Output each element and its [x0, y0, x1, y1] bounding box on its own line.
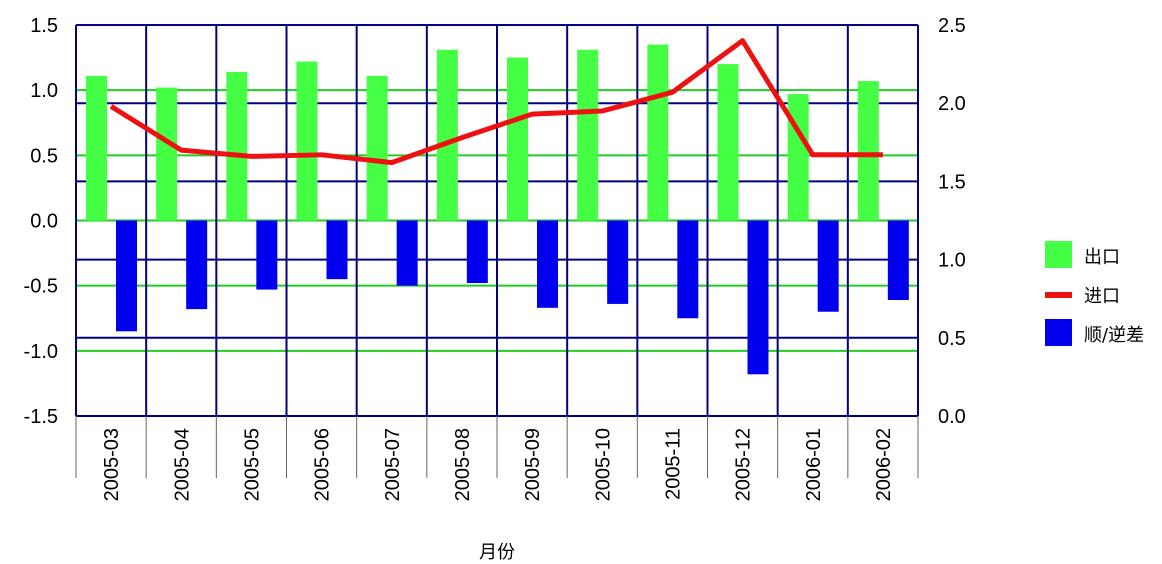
line-import	[109, 38, 883, 166]
y-tick-label-right: 2.0	[938, 93, 966, 115]
legend-swatch-export	[1045, 241, 1072, 268]
bar-balance	[116, 220, 137, 332]
legend-swatch-import	[1045, 292, 1072, 298]
bar-export	[717, 64, 739, 221]
bar-balance	[537, 220, 558, 308]
y-tick-label-left: -1.0	[24, 341, 58, 363]
y-tick-label-right: 0.5	[938, 328, 966, 350]
bar-balance	[186, 220, 208, 310]
y-tick-label-left: -1.5	[24, 406, 58, 428]
bar-export	[507, 57, 528, 221]
x-tick-label: 2005-09	[522, 428, 544, 501]
bar-balance	[887, 220, 909, 301]
y-tick-label-left: 1.0	[30, 80, 58, 102]
y-tick-label-right: 1.5	[938, 171, 966, 193]
bar-export	[366, 75, 388, 221]
x-tick-label: 2005-07	[382, 428, 404, 501]
x-tick-label: 2005-11	[662, 428, 684, 500]
bar-export	[86, 75, 107, 221]
x-tick-label: 2005-12	[733, 428, 755, 501]
bar-export	[647, 44, 669, 221]
x-tick-label: 2005-05	[241, 428, 263, 501]
y-tick-label-right: 1.0	[938, 250, 966, 272]
bar-export	[226, 71, 248, 221]
bar-balance	[607, 220, 629, 304]
bar-export	[156, 87, 178, 221]
x-tick-label: 2005-08	[452, 428, 474, 501]
legend-label-export: 出口	[1084, 247, 1120, 268]
bar-balance	[396, 220, 418, 286]
y-tick-label-right: 0.0	[938, 406, 966, 428]
y-tick-label-left: 0.5	[30, 145, 58, 167]
x-tick-label: 2006-01	[803, 428, 825, 501]
bar-balance	[256, 220, 278, 290]
legend-swatch-balance	[1045, 319, 1072, 346]
x-tick-label: 2005-10	[592, 428, 614, 501]
bar-balance	[466, 220, 488, 284]
x-tick-label: 2006-02	[873, 428, 895, 501]
x-tick-label: 2005-04	[171, 428, 193, 501]
legend-label-import: 进口	[1084, 286, 1120, 307]
x-tick-label: 2005-06	[312, 428, 334, 501]
bar-balance	[817, 220, 839, 312]
bar-export	[436, 49, 458, 221]
legend: 出口 进口 顺/逆差	[1045, 241, 1144, 346]
bar-balance	[326, 220, 348, 280]
y-tick-label-left: 0.0	[30, 211, 58, 233]
y-tick-label-left: -0.5	[24, 276, 58, 298]
bar-balance	[747, 220, 769, 375]
bar-balance	[677, 220, 699, 319]
plot-area: 1.5 1.0 0.5 0.0 -0.5 -1.0 -1.5 2.5 2.0 1.5 1.0 0.5 0…	[24, 15, 966, 501]
y-tick-label-right: 2.5	[938, 15, 966, 37]
bar-export	[577, 49, 599, 221]
legend-label-balance: 顺/逆差	[1084, 325, 1144, 346]
x-axis-title: 月份	[479, 542, 515, 563]
bar-export	[296, 61, 318, 221]
x-tick-label: 2005-03	[101, 428, 123, 501]
bar-export	[787, 94, 809, 221]
bar-export	[857, 81, 879, 221]
y-tick-label-left: 1.5	[30, 15, 58, 37]
